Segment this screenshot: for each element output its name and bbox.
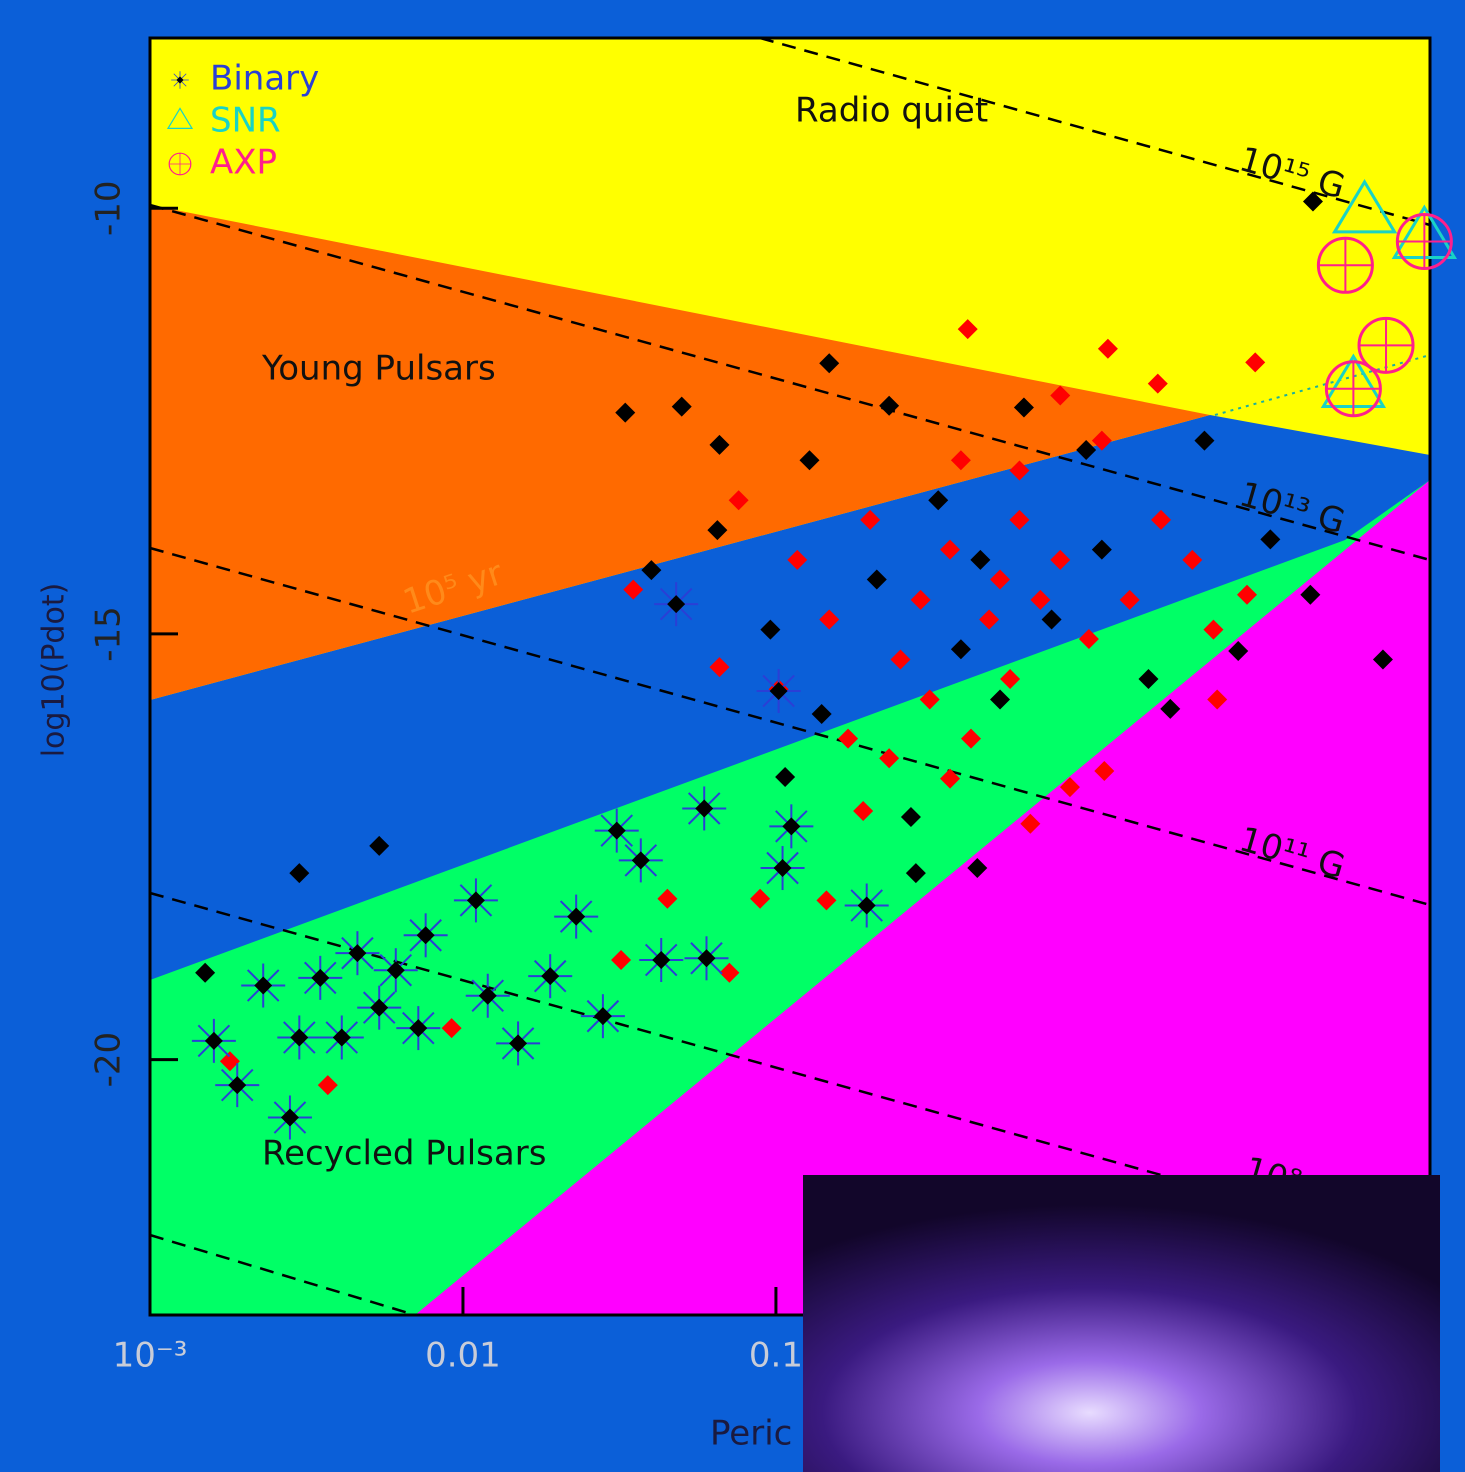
point	[761, 846, 805, 890]
point	[192, 1019, 236, 1063]
annotation: Young Pulsars	[261, 349, 496, 389]
x-tick-label: 10⁻³	[113, 1336, 188, 1376]
y-tick-label: -15	[89, 606, 129, 662]
y-axis-label: log10(Pdot)	[37, 583, 72, 758]
point	[454, 878, 498, 922]
legend-symbol	[171, 71, 189, 89]
point	[1318, 238, 1372, 292]
point	[757, 669, 801, 713]
annotation: Radio quiet	[795, 91, 988, 131]
point	[639, 938, 683, 982]
point	[241, 964, 285, 1008]
point	[320, 1015, 364, 1059]
legend-symbol	[169, 153, 191, 175]
inset-image	[803, 1175, 1440, 1472]
point	[404, 913, 448, 957]
legend-label: SNR	[210, 101, 281, 141]
legend-label: Binary	[210, 59, 319, 99]
point	[528, 954, 572, 998]
annotation: Recycled Pulsars	[262, 1134, 546, 1174]
point	[682, 786, 726, 830]
point	[374, 948, 418, 992]
point	[595, 809, 639, 853]
x-tick-label: 0.01	[425, 1336, 501, 1376]
x-tick-label: 0.1	[749, 1336, 803, 1376]
point	[466, 974, 510, 1018]
point	[769, 804, 813, 848]
point	[685, 936, 729, 980]
point	[619, 838, 663, 882]
regions	[150, 38, 1430, 1315]
point	[357, 986, 401, 1030]
point	[581, 994, 625, 1038]
point	[1326, 362, 1380, 416]
point	[396, 1006, 440, 1050]
x-axis-label: Peric	[710, 1414, 792, 1454]
point	[845, 884, 889, 928]
point	[554, 895, 598, 939]
point	[215, 1063, 259, 1107]
point	[298, 956, 342, 1000]
chart: 10⁻³ 0.01 0.1 -10 -15 -20 Radio quiet Young P…	[0, 0, 1465, 1472]
point	[1397, 214, 1451, 268]
y-tick-label: -10	[89, 180, 129, 236]
legend-label: AXP	[210, 143, 277, 183]
point	[277, 1015, 321, 1059]
point	[335, 931, 379, 975]
y-tick-label: -20	[89, 1032, 129, 1088]
point	[496, 1021, 540, 1065]
point	[654, 582, 698, 626]
